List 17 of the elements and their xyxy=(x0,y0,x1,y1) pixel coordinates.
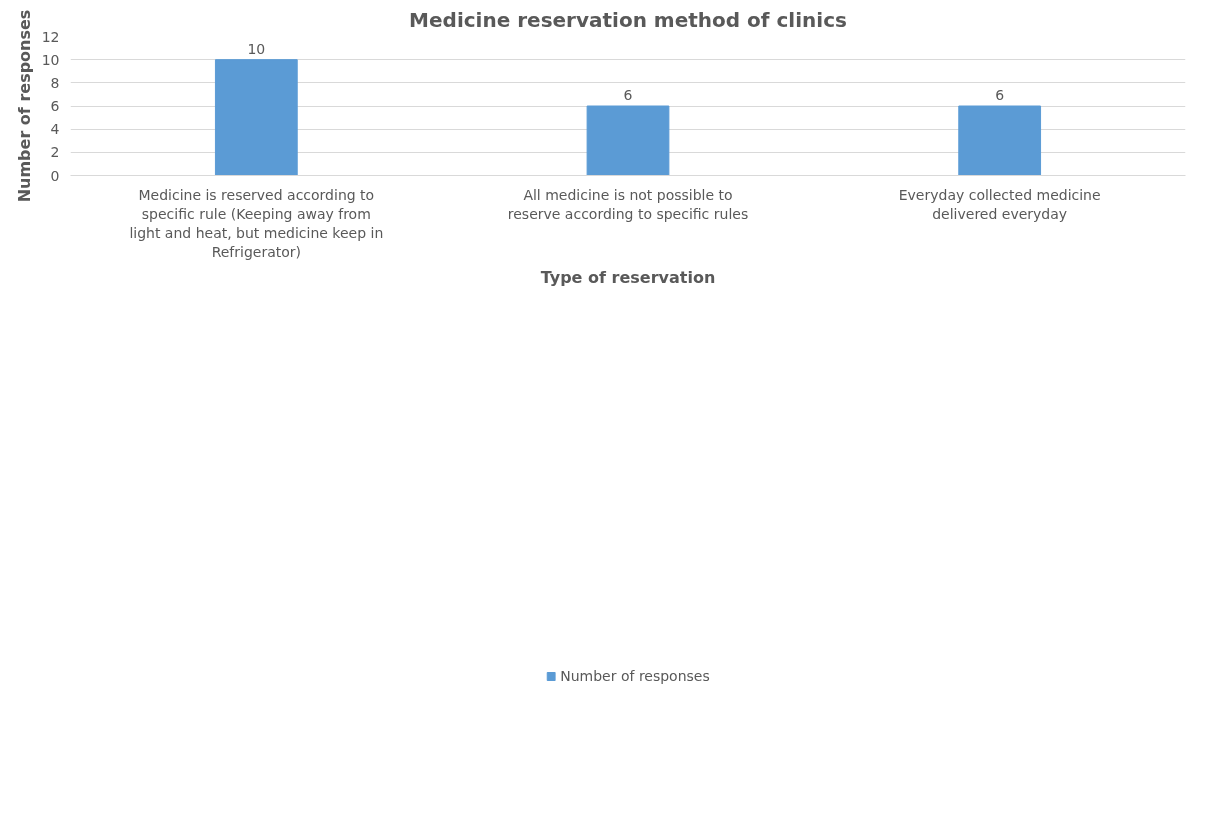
y-axis-title: Number of responses xyxy=(14,9,34,203)
y-tick-label: 10 xyxy=(41,51,60,68)
x-tick-label: All medicine is not possible to reserve according to specific rules xyxy=(507,186,749,222)
data-label: 10 xyxy=(247,40,266,57)
y-tick-label: 0 xyxy=(50,167,60,184)
y-tick-label: 6 xyxy=(50,98,60,114)
x-tick-label: Everyday collected medicine delivered everyday xyxy=(898,186,1101,222)
y-tick-label: 8 xyxy=(50,74,60,91)
chart-title: Medicine reservation method of clinics xyxy=(409,7,847,32)
data-label: 6 xyxy=(623,87,633,103)
x-tick-label: Medicine is reserved according to specific rule (Keeping away from light and heat, but medicine keep in Refrigerator) xyxy=(129,186,384,261)
y-tick-label: 12 xyxy=(41,28,60,45)
y-tick-label: 4 xyxy=(50,121,60,138)
y-tick-label: 2 xyxy=(50,144,60,161)
x-axis-title: Type of reservation xyxy=(540,268,716,288)
data-label: 6 xyxy=(995,87,1005,103)
legend-label: Number of responses xyxy=(560,668,710,684)
